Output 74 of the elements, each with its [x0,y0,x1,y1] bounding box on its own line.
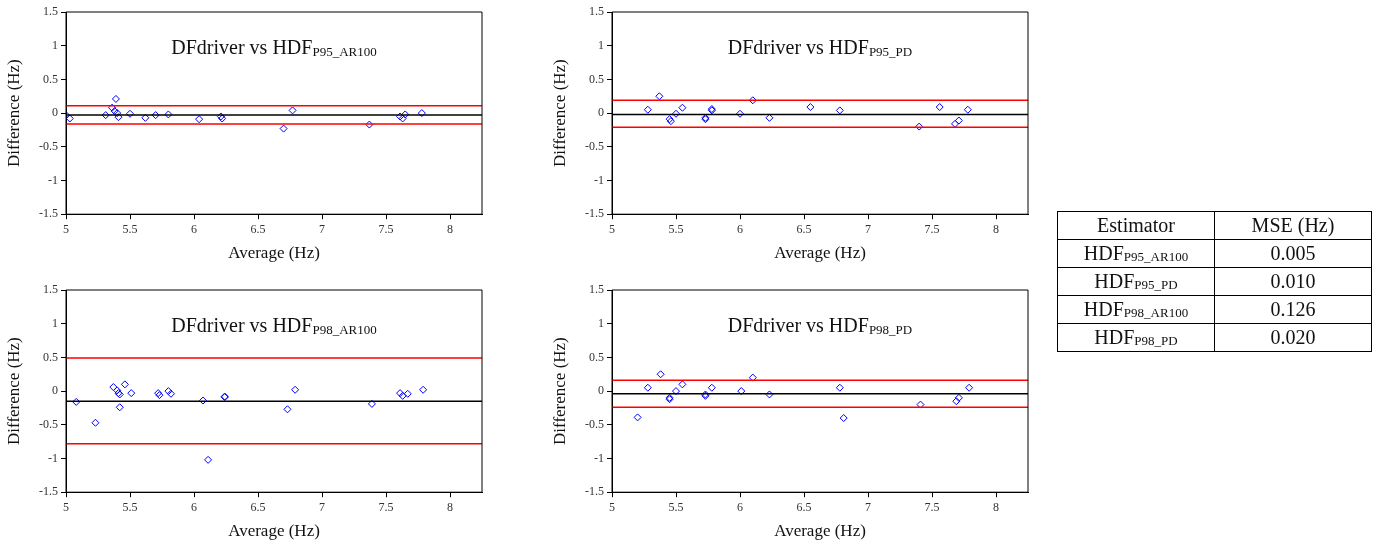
x-axis-title: Average (Hz) [774,243,866,263]
x-tick-label: 5 [63,221,69,236]
y-tick-label: -1 [48,450,58,465]
y-tick-label: 0.5 [43,71,58,86]
category-label: HDF$_{P98_AR100}$ [1057,295,1215,324]
x-tick-label: 5 [609,499,615,514]
x-tick-label: 8 [447,499,453,514]
x-tick-label: 5 [63,499,69,514]
y-tick-label: 1.5 [589,282,604,297]
x-tick-label: 7 [865,221,871,236]
x-tick-label: 8 [993,221,999,236]
y-tick-label: 1 [52,37,58,52]
y-tick-label: 0.5 [589,71,604,86]
y-tick-label: 1 [52,315,58,330]
y-tick-label: -1.5 [585,206,604,221]
x-tick-label: 7.5 [924,499,940,514]
y-tick-label: -1 [594,172,604,187]
y-tick-label: -0.5 [39,416,58,431]
text: 0.126 [1270,298,1316,320]
text: Estimator [1057,211,1215,240]
y-tick-label: 0 [598,105,604,120]
y-axis-title: Difference (Hz) [3,337,23,445]
x-axis-title: Average (Hz) [228,243,320,263]
text: 0.010 [1270,270,1316,292]
y-tick-label: 0.5 [589,349,604,364]
y-tick-label: 0.5 [43,349,58,364]
x-tick-label: 5.5 [122,499,138,514]
y-tick-label: 1.5 [43,4,58,19]
text: 0.005 [1270,242,1316,264]
x-tick-label: 8 [447,221,453,236]
x-tick-label: 7.5 [378,499,394,514]
y-tick-label: -1 [48,172,58,187]
y-tick-label: 0 [52,105,58,120]
y-tick-label: -1 [594,450,604,465]
x-tick-label: 5.5 [122,221,138,236]
y-axis-title: Difference (Hz) [549,59,569,167]
x-tick-label: 6.5 [796,221,812,236]
y-tick-label: 0 [52,383,58,398]
y-axis-title: Difference (Hz) [549,337,569,445]
x-axis-title: Average (Hz) [228,521,320,541]
x-tick-label: 7.5 [924,221,940,236]
y-tick-label: -0.5 [585,416,604,431]
y-axis-title: Difference (Hz) [3,59,23,167]
x-tick-label: 6 [191,221,197,236]
text: 0.020 [1270,326,1316,348]
text: MSE (Hz) [1214,211,1372,240]
x-tick-label: 6.5 [250,499,266,514]
x-tick-label: 7 [319,221,325,236]
category-label: HDF$_{P98_PD}$ [1057,323,1215,352]
y-tick-label: -1.5 [585,484,604,499]
x-tick-label: 5 [609,221,615,236]
x-tick-label: 5.5 [668,221,684,236]
x-tick-label: 6.5 [250,221,266,236]
y-tick-label: -1.5 [39,206,58,221]
y-tick-label: -0.5 [585,138,604,153]
x-tick-label: 6.5 [796,499,812,514]
y-tick-label: -0.5 [39,138,58,153]
y-tick-label: 1.5 [43,282,58,297]
category-label: HDF$_{P95_PD}$ [1057,267,1215,296]
x-axis-title: Average (Hz) [774,521,866,541]
x-tick-label: 8 [993,499,999,514]
x-tick-label: 6 [737,499,743,514]
y-tick-label: -1.5 [39,484,58,499]
y-tick-label: 1 [598,315,604,330]
x-tick-label: 7 [319,499,325,514]
x-tick-label: 6 [737,221,743,236]
x-tick-label: 6 [191,499,197,514]
x-tick-label: 7 [865,499,871,514]
y-tick-label: 1 [598,37,604,52]
x-tick-label: 5.5 [668,499,684,514]
x-tick-label: 7.5 [378,221,394,236]
y-tick-label: 0 [598,383,604,398]
y-tick-label: 1.5 [589,4,604,19]
category-label: HDF$_{P95_AR100}$ [1057,239,1215,268]
